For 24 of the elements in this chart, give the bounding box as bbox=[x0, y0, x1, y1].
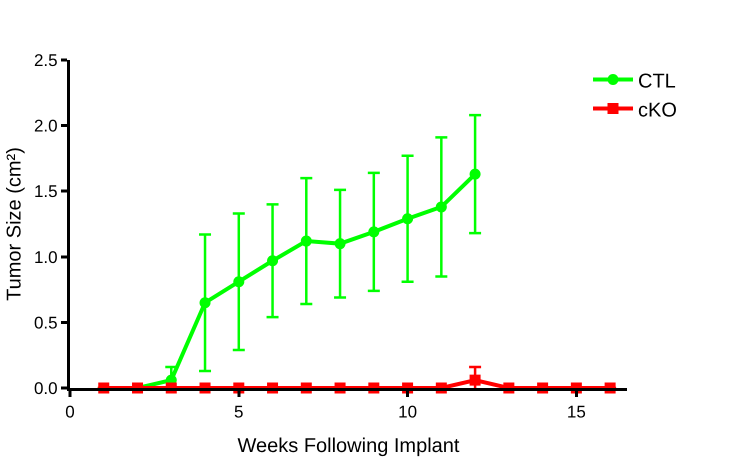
y-tick-label: 1.5 bbox=[34, 182, 58, 202]
y-tick-label: 1.0 bbox=[34, 248, 58, 267]
legend-label: cKO bbox=[638, 99, 677, 122]
y-tick-label: 2.5 bbox=[34, 50, 58, 70]
x-tick-label: 15 bbox=[566, 402, 586, 422]
point bbox=[470, 374, 481, 386]
point bbox=[334, 238, 346, 250]
y-tick-label: 2.0 bbox=[34, 116, 58, 136]
point bbox=[200, 297, 211, 308]
x-axis-title: Weeks Following Implant bbox=[238, 434, 460, 457]
y-tick-label: 0.5 bbox=[34, 313, 58, 332]
legend-label: CTL bbox=[638, 70, 676, 92]
point bbox=[436, 201, 447, 212]
x-tick-label: 10 bbox=[398, 402, 418, 422]
x-tick-label: 0 bbox=[65, 402, 75, 422]
point bbox=[402, 213, 414, 224]
point bbox=[368, 226, 380, 238]
point bbox=[267, 255, 278, 266]
point bbox=[233, 276, 244, 288]
point bbox=[300, 236, 312, 247]
y-tick-label: 0.0 bbox=[34, 378, 58, 398]
x-tick-label: 5 bbox=[234, 402, 244, 422]
y-axis-title: Tumor Size (cm²) bbox=[3, 147, 26, 301]
point bbox=[470, 168, 481, 180]
